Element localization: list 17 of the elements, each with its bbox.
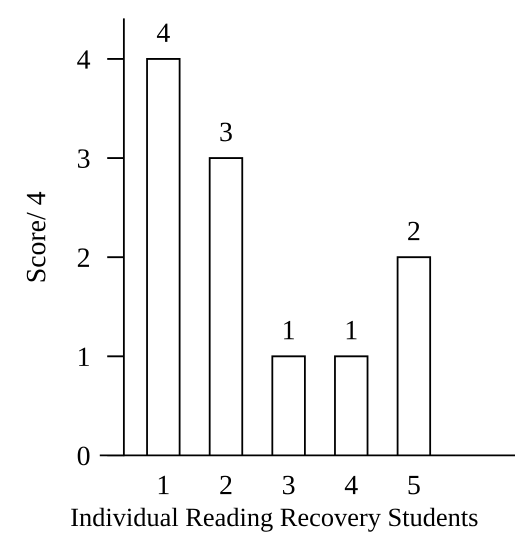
data-label: 1 <box>284 320 294 340</box>
data-label: 2 <box>408 222 420 240</box>
y-axis-title: Score/ 4 <box>26 192 46 282</box>
x-tick-label: 1 <box>158 476 169 494</box>
x-tick-label: 3 <box>282 476 294 494</box>
x-tick-label: 2 <box>220 476 232 494</box>
x-tick-label: 4 <box>344 476 358 494</box>
y-tick-label: 2 <box>78 248 90 267</box>
data-label: 4 <box>156 24 170 42</box>
y-tick-label: 4 <box>77 50 90 69</box>
y-tick-label: 3 <box>78 149 90 168</box>
data-label: 3 <box>220 122 232 142</box>
data-label: 1 <box>346 320 357 340</box>
x-tick-label: 5 <box>408 476 420 494</box>
y-tick-label: 0 <box>78 446 90 466</box>
x-axis-title: Individual Reading Recovery Students <box>71 508 478 532</box>
y-tick-label: 1 <box>79 348 89 366</box>
